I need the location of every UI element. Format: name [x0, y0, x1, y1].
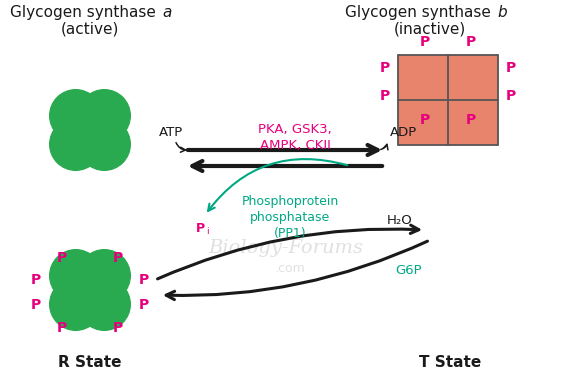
Text: Biology-Forums: Biology-Forums [209, 239, 363, 257]
Text: P: P [57, 251, 67, 265]
Text: P: P [380, 89, 390, 103]
Text: P: P [57, 321, 67, 335]
FancyArrowPatch shape [157, 225, 419, 279]
Text: P: P [506, 61, 516, 75]
Text: (active): (active) [61, 22, 119, 37]
Text: ADP: ADP [390, 125, 417, 139]
Text: P: P [31, 298, 41, 312]
Text: P: P [466, 113, 476, 127]
Circle shape [50, 90, 102, 142]
Text: P: P [113, 321, 123, 335]
Bar [398, 55, 498, 145]
Text: P: P [139, 273, 149, 287]
FancyArrowPatch shape [208, 159, 347, 211]
Text: ATP: ATP [159, 125, 183, 139]
Text: PKA, GSK3,
AMPK, CKII: PKA, GSK3, AMPK, CKII [258, 124, 332, 152]
Text: G6P: G6P [395, 264, 422, 276]
FancyArrowPatch shape [176, 142, 185, 152]
Text: a: a [162, 5, 172, 20]
Text: P: P [420, 35, 430, 49]
Text: P: P [139, 298, 149, 312]
Text: Glycogen synthase: Glycogen synthase [10, 5, 161, 20]
Text: Glycogen synthase: Glycogen synthase [345, 5, 496, 20]
Circle shape [50, 278, 102, 330]
FancyArrowPatch shape [166, 241, 427, 300]
Text: P: P [113, 251, 123, 265]
Text: H₂O: H₂O [387, 213, 413, 227]
FancyArrowPatch shape [381, 144, 388, 150]
Text: P: P [196, 222, 205, 235]
Text: i: i [206, 227, 209, 235]
Text: (inactive): (inactive) [394, 22, 466, 37]
Text: T State: T State [419, 355, 481, 370]
Text: R State: R State [58, 355, 122, 370]
Text: P: P [31, 273, 41, 287]
Circle shape [78, 90, 130, 142]
Circle shape [50, 250, 102, 302]
Circle shape [78, 278, 130, 330]
Text: .com: .com [275, 261, 305, 274]
Text: P: P [506, 89, 516, 103]
Text: P: P [420, 113, 430, 127]
Text: P: P [380, 61, 390, 75]
Circle shape [78, 118, 130, 170]
Circle shape [78, 250, 130, 302]
Text: b: b [497, 5, 507, 20]
Circle shape [50, 118, 102, 170]
Text: P: P [466, 35, 476, 49]
Text: Phosphoprotein
phosphatase
(PP1): Phosphoprotein phosphatase (PP1) [241, 195, 339, 240]
